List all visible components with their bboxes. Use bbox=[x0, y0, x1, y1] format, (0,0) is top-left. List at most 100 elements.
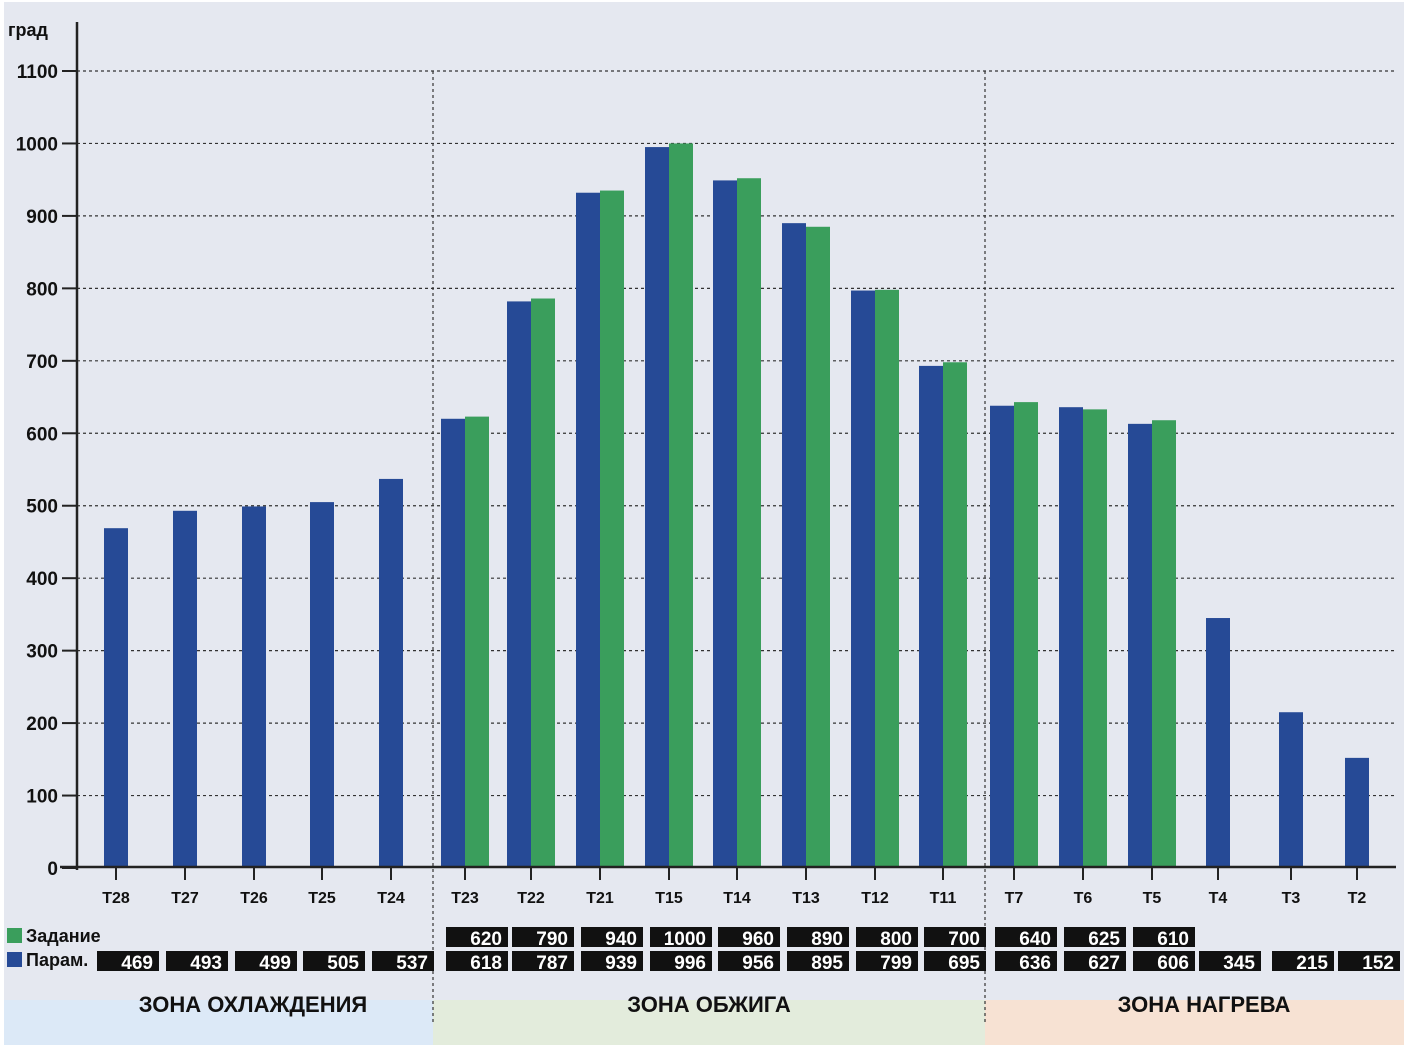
bar-param bbox=[310, 502, 334, 868]
bar-param bbox=[645, 147, 669, 868]
setpoint-value: 960 bbox=[742, 929, 774, 950]
bar-param bbox=[782, 223, 806, 868]
param-value: 996 bbox=[674, 953, 706, 974]
x-tick-label: T6 bbox=[1074, 890, 1093, 907]
setpoint-value: 700 bbox=[948, 929, 980, 950]
param-value-box bbox=[446, 951, 508, 971]
bar-setpoint bbox=[875, 289, 899, 868]
bar-setpoint bbox=[737, 178, 761, 868]
y-tick-label: 200 bbox=[26, 714, 58, 735]
param-value-box bbox=[787, 951, 849, 971]
bar-param bbox=[990, 405, 1014, 868]
param-value: 787 bbox=[536, 953, 568, 974]
zone-label: ЗОНА ОБЖИГА bbox=[627, 992, 791, 1017]
param-value-box bbox=[1133, 951, 1195, 971]
x-tick-label: T28 bbox=[102, 890, 130, 907]
setpoint-value-box bbox=[787, 927, 849, 947]
legend-swatch-setpoint bbox=[7, 928, 22, 943]
zone-label: ЗОНА ОХЛАЖДЕНИЯ bbox=[139, 992, 368, 1017]
y-axis-label: град bbox=[8, 20, 49, 40]
x-tick-label: T15 bbox=[655, 890, 683, 907]
bar-param bbox=[919, 365, 943, 868]
param-value-box bbox=[235, 951, 297, 971]
zone-band bbox=[985, 1000, 1404, 1045]
y-tick-label: 500 bbox=[26, 497, 58, 518]
setpoint-value-box bbox=[995, 927, 1057, 947]
bar-param bbox=[441, 418, 465, 868]
bar-param bbox=[173, 510, 197, 868]
setpoint-value-box bbox=[650, 927, 712, 947]
y-tick-label: 100 bbox=[26, 787, 58, 808]
bar-param bbox=[379, 478, 403, 868]
param-value: 215 bbox=[1296, 953, 1328, 974]
y-tick-label: 800 bbox=[26, 279, 58, 300]
param-value-box bbox=[97, 951, 159, 971]
bar-setpoint bbox=[943, 362, 967, 868]
bar-setpoint bbox=[669, 143, 693, 869]
bar-param bbox=[1279, 712, 1303, 868]
param-value-box bbox=[1064, 951, 1126, 971]
param-value: 499 bbox=[259, 953, 291, 974]
setpoint-value: 610 bbox=[1157, 929, 1189, 950]
param-value: 695 bbox=[948, 953, 980, 974]
plot-background bbox=[4, 2, 1404, 1045]
x-tick-label: T22 bbox=[517, 890, 545, 907]
bar-param bbox=[713, 180, 737, 868]
param-value: 345 bbox=[1223, 953, 1255, 974]
param-value-box bbox=[995, 951, 1057, 971]
x-tick-label: T14 bbox=[723, 890, 751, 907]
bar-param bbox=[576, 192, 600, 868]
x-tick-label: T11 bbox=[930, 890, 957, 907]
setpoint-value: 640 bbox=[1019, 929, 1051, 950]
x-tick-label: T5 bbox=[1143, 890, 1162, 907]
param-value-box bbox=[856, 951, 918, 971]
param-value-box bbox=[718, 951, 780, 971]
x-tick-label: T23 bbox=[451, 890, 479, 907]
bar-setpoint bbox=[1152, 420, 1176, 868]
param-value: 636 bbox=[1019, 953, 1051, 974]
setpoint-value: 890 bbox=[811, 929, 843, 950]
x-tick-label: T4 bbox=[1209, 890, 1228, 907]
setpoint-value: 1000 bbox=[664, 929, 706, 950]
x-tick-label: T7 bbox=[1005, 890, 1024, 907]
bar-param bbox=[242, 506, 266, 868]
x-tick-label: T26 bbox=[240, 890, 268, 907]
y-tick-label: 0 bbox=[47, 859, 58, 880]
bar-setpoint bbox=[465, 416, 489, 868]
bar-setpoint bbox=[1083, 409, 1107, 868]
bar-param bbox=[1345, 757, 1369, 868]
param-value-box bbox=[512, 951, 574, 971]
y-tick-label: 1100 bbox=[17, 62, 58, 83]
y-tick-label: 700 bbox=[26, 352, 58, 373]
legend-label-param: Парам. bbox=[26, 950, 88, 970]
param-value-box bbox=[1199, 951, 1261, 971]
param-value: 799 bbox=[880, 953, 912, 974]
param-value: 493 bbox=[190, 953, 222, 974]
bar-param bbox=[1059, 407, 1083, 868]
param-value: 939 bbox=[605, 953, 637, 974]
setpoint-value-box bbox=[718, 927, 780, 947]
param-value: 537 bbox=[396, 953, 428, 974]
param-value-box bbox=[650, 951, 712, 971]
x-tick-label: T27 bbox=[171, 890, 199, 907]
y-tick-label: 900 bbox=[26, 207, 58, 228]
y-tick-label: 600 bbox=[26, 424, 58, 445]
setpoint-value-box bbox=[446, 927, 508, 947]
bar-param bbox=[1206, 618, 1230, 868]
param-value-box bbox=[166, 951, 228, 971]
x-tick-label: T24 bbox=[377, 890, 405, 907]
y-tick-label: 400 bbox=[26, 569, 58, 590]
param-value: 618 bbox=[470, 953, 502, 974]
legend-swatch-param bbox=[7, 952, 22, 967]
param-value-box bbox=[581, 951, 643, 971]
param-value-box bbox=[303, 951, 365, 971]
setpoint-value-box bbox=[581, 927, 643, 947]
param-value: 627 bbox=[1088, 953, 1120, 974]
setpoint-value-box bbox=[924, 927, 986, 947]
bar-setpoint bbox=[1014, 402, 1038, 868]
bar-param bbox=[851, 290, 875, 869]
bar-setpoint bbox=[806, 226, 830, 868]
setpoint-value: 625 bbox=[1088, 929, 1120, 950]
bar-param bbox=[104, 528, 128, 868]
